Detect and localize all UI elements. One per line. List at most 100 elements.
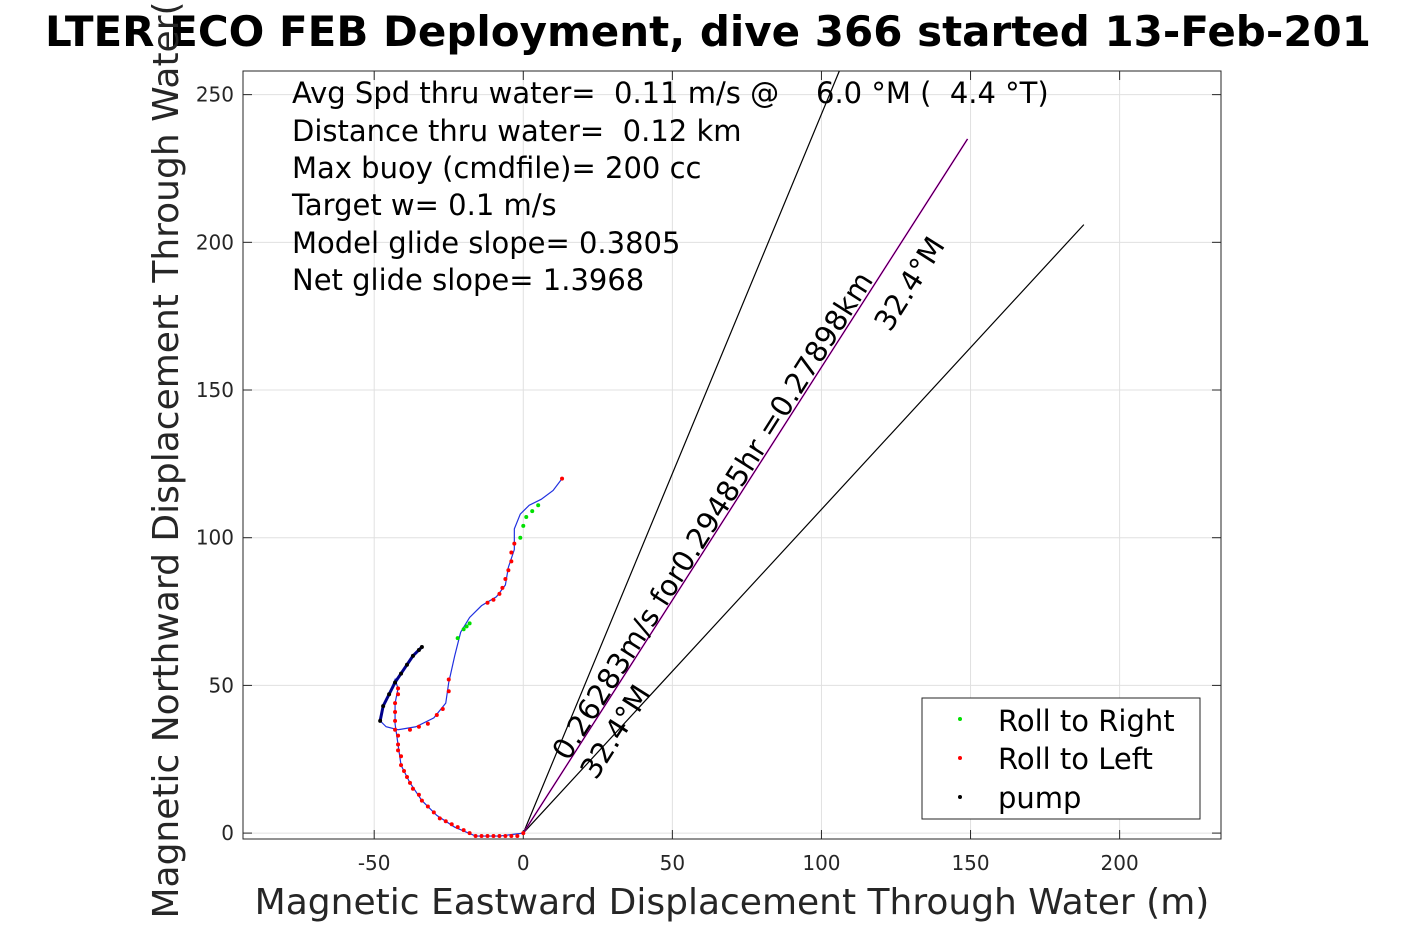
x-tick-label: 50 xyxy=(660,851,685,875)
point-roll-to-right xyxy=(467,621,472,626)
point-roll-to-left xyxy=(437,816,442,821)
point-roll-to-right xyxy=(536,503,541,508)
y-tick-label: 50 xyxy=(209,673,234,697)
legend-label-roll-left: Roll to Left xyxy=(998,742,1153,776)
x-tick-label: 150 xyxy=(951,851,989,875)
point-roll-to-left xyxy=(416,724,421,729)
y-tick-label: 200 xyxy=(196,230,234,254)
annotation-avg-speed: Avg Spd thru water= 0.11 m/s @ 6.0 °M ( … xyxy=(292,76,1049,110)
point-roll-to-left xyxy=(497,591,502,596)
point-roll-to-left xyxy=(407,727,412,732)
point-roll-to-left xyxy=(485,600,490,605)
point-roll-to-left xyxy=(491,834,496,839)
axis-ticks: -50 0 50 100 150 200 0 50 100 150 200 250 xyxy=(196,71,1221,875)
point-roll-to-right xyxy=(521,523,526,528)
point-roll-to-left xyxy=(503,834,508,839)
chart-title: LTER ECO FEB Deployment, dive 366 starte… xyxy=(45,7,1371,56)
point-roll-to-right xyxy=(464,624,469,629)
point-roll-to-left xyxy=(473,834,478,839)
point-roll-to-left xyxy=(521,831,526,836)
point-roll-to-left xyxy=(431,810,436,815)
point-roll-to-left xyxy=(509,834,514,839)
point-roll-to-left xyxy=(393,709,398,714)
point-roll-to-left xyxy=(503,577,508,582)
point-roll-to-left xyxy=(407,780,412,785)
point-pump xyxy=(410,653,415,658)
y-tick-label: 250 xyxy=(196,83,234,107)
point-roll-to-left xyxy=(455,825,460,830)
point-roll-to-left xyxy=(443,819,448,824)
point-roll-to-left xyxy=(396,692,401,697)
left-bound-line xyxy=(522,70,840,834)
point-roll-to-left xyxy=(393,727,398,732)
point-roll-to-left xyxy=(497,834,502,839)
stats-annotations: Avg Spd thru water= 0.11 m/s @ 6.0 °M ( … xyxy=(291,76,1049,297)
legend-marker-roll-right xyxy=(958,717,962,721)
point-roll-to-left xyxy=(419,798,424,803)
point-roll-to-left xyxy=(434,712,439,717)
point-roll-to-left xyxy=(449,822,454,827)
y-tick-label: 0 xyxy=(221,821,234,845)
y-axis-label: Magnetic Northward Displacement Through … xyxy=(146,1,187,918)
legend-label-roll-right: Roll to Right xyxy=(998,704,1175,738)
annotation-model-glide-slope: Model glide slope= 0.3805 xyxy=(292,226,680,260)
legend-marker-roll-left xyxy=(958,756,962,760)
point-pump xyxy=(381,704,386,709)
point-roll-to-right xyxy=(518,535,523,540)
point-roll-to-left xyxy=(396,686,401,691)
point-roll-to-left xyxy=(446,689,451,694)
point-roll-to-left xyxy=(399,763,404,768)
point-roll-to-left xyxy=(446,677,451,682)
point-roll-to-left xyxy=(506,568,511,573)
point-roll-to-left xyxy=(467,831,472,836)
point-roll-to-right xyxy=(455,636,460,641)
x-tick-label: 200 xyxy=(1101,851,1139,875)
reference-lines xyxy=(522,70,1085,834)
point-roll-to-right xyxy=(524,515,529,520)
point-roll-to-left xyxy=(425,804,430,809)
annotation-net-glide-slope: Net glide slope= 1.3968 xyxy=(292,263,644,297)
point-pump xyxy=(399,671,404,676)
point-roll-to-left xyxy=(509,550,514,555)
point-roll-to-right xyxy=(530,509,535,514)
annotation-max-buoy: Max buoy (cmdfile)= 200 cc xyxy=(292,151,701,185)
legend: Roll to Right Roll to Left pump xyxy=(921,697,1201,820)
y-tick-label: 100 xyxy=(196,526,234,550)
y-tick-label: 150 xyxy=(196,378,234,402)
point-roll-to-left xyxy=(404,774,409,779)
legend-marker-pump xyxy=(958,795,962,799)
point-roll-to-left xyxy=(491,597,496,602)
annotation-target-w: Target w= 0.1 m/s xyxy=(291,188,557,222)
legend-label-pump: pump xyxy=(998,781,1081,815)
x-tick-label: -50 xyxy=(358,851,391,875)
point-pump xyxy=(387,692,392,697)
point-pump xyxy=(419,645,424,649)
point-roll-to-left xyxy=(509,559,514,564)
track-line xyxy=(379,478,563,837)
point-roll-to-left xyxy=(396,748,401,753)
point-roll-to-left xyxy=(461,828,466,833)
track-points xyxy=(378,476,565,839)
grid-lines xyxy=(243,71,1221,839)
point-roll-to-left xyxy=(512,541,517,546)
point-roll-to-left xyxy=(399,754,404,759)
point-roll-to-left xyxy=(416,792,421,797)
x-tick-label: 100 xyxy=(802,851,840,875)
point-roll-to-left xyxy=(485,834,490,839)
point-pump xyxy=(393,680,398,685)
point-roll-to-left xyxy=(479,834,484,839)
point-roll-to-left xyxy=(410,786,415,791)
point-roll-to-left xyxy=(500,585,505,590)
point-roll-to-left xyxy=(396,733,401,738)
plot-area xyxy=(242,70,1222,840)
point-pump xyxy=(416,647,421,652)
x-tick-label: 0 xyxy=(517,851,530,875)
point-roll-to-left xyxy=(402,769,407,774)
x-axis-label: Magnetic Eastward Displacement Through W… xyxy=(255,882,1210,923)
point-roll-to-left xyxy=(425,721,430,726)
point-roll-to-left xyxy=(393,701,398,706)
right-bound-line xyxy=(522,224,1085,834)
point-pump xyxy=(378,718,383,723)
point-roll-to-left xyxy=(560,476,565,481)
